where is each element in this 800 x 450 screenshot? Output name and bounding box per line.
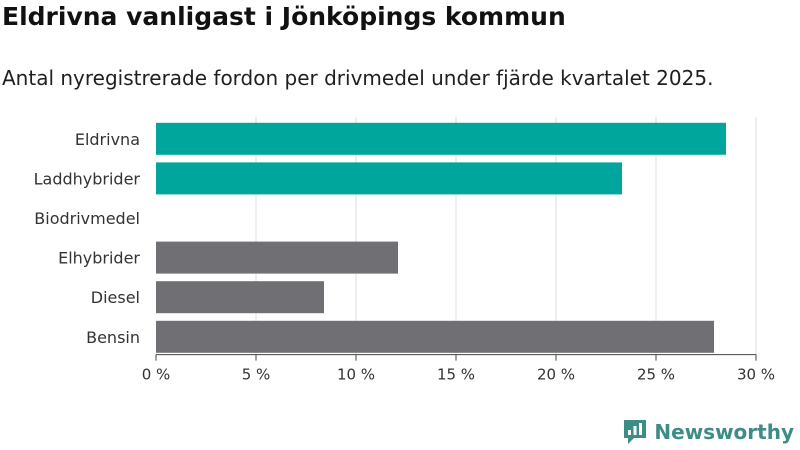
newsworthy-chart-icon xyxy=(624,420,647,444)
x-tick-label-5: 25 % xyxy=(637,366,675,384)
x-tick-label-2: 10 % xyxy=(337,366,375,384)
x-tick-label-0: 0 % xyxy=(142,366,171,384)
category-label-biodrivmedel: Biodrivmedel xyxy=(34,209,140,228)
bar-bensin xyxy=(156,320,714,353)
category-label-laddhybrider: Laddhybrider xyxy=(34,169,141,188)
chart-title: Eldrivna vanligast i Jönköpings kommun xyxy=(2,2,566,31)
bar-diesel xyxy=(156,281,324,314)
category-label-bensin: Bensin xyxy=(86,328,140,347)
bar-laddhybrider xyxy=(156,162,622,195)
x-tick-label-3: 15 % xyxy=(437,366,475,384)
category-label-elhybrider: Elhybrider xyxy=(58,249,140,268)
chart-subtitle: Antal nyregistrerade fordon per drivmede… xyxy=(2,66,714,90)
newsworthy-logo-text: Newsworthy xyxy=(654,420,794,444)
newsworthy-logo: Newsworthy xyxy=(622,418,794,446)
x-tick-label-6: 30 % xyxy=(737,366,775,384)
x-tick-label-1: 5 % xyxy=(242,366,271,384)
x-tick-label-4: 20 % xyxy=(537,366,575,384)
category-label-diesel: Diesel xyxy=(91,288,140,307)
bar-elhybrider xyxy=(156,241,398,274)
category-label-eldrivna: Eldrivna xyxy=(75,130,140,149)
bar-eldrivna xyxy=(156,122,726,155)
